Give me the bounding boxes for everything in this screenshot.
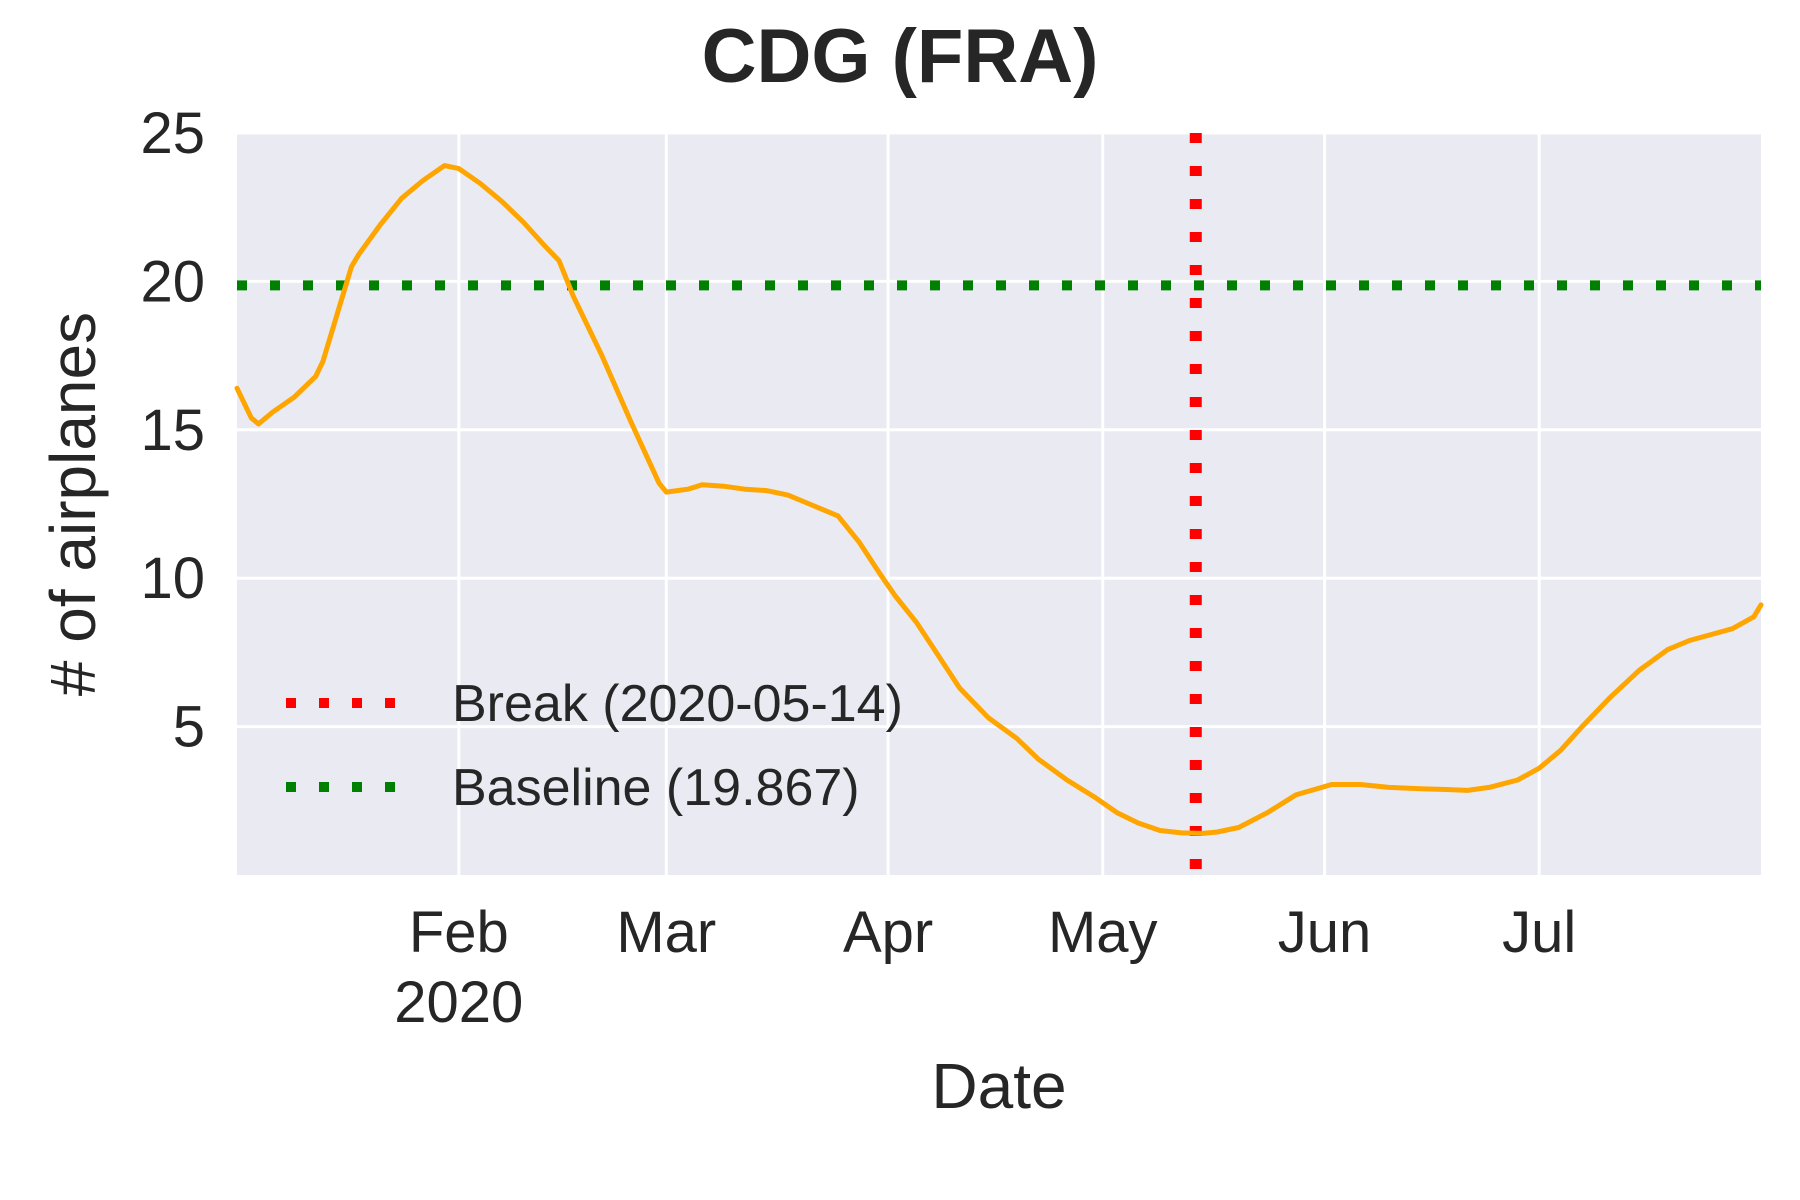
legend-label: Baseline (19.867) [452, 759, 860, 817]
x-axis-label: Date [931, 1050, 1066, 1122]
y-axis-label: # of airplanes [37, 312, 109, 696]
grid-lines [237, 131, 1761, 875]
legend-label: Break (2020-05-14) [452, 675, 903, 733]
y-tick-labels: 5 10 15 20 25 [140, 101, 205, 760]
x-tick-label: May [1048, 900, 1158, 965]
chart-title: CDG (FRA) [702, 14, 1099, 99]
plot-area [237, 133, 1761, 875]
x-tick-sublabel: 2020 [394, 970, 523, 1035]
series-line [234, 163, 1764, 836]
y-tick-label: 5 [173, 695, 205, 760]
reference-lines [237, 133, 1761, 875]
x-tick-label: Jul [1502, 900, 1576, 965]
x-tick-label: Feb [409, 900, 509, 965]
y-tick-label: 10 [140, 546, 205, 611]
series-layer [234, 163, 1764, 836]
legend: Break (2020-05-14) Baseline (19.867) [286, 675, 903, 817]
x-tick-label: Apr [843, 900, 933, 965]
x-tick-label: Mar [616, 900, 716, 965]
y-tick-label: 15 [140, 398, 205, 463]
y-tick-label: 25 [140, 101, 205, 166]
y-tick-label: 20 [140, 249, 205, 314]
x-tick-label: Jun [1278, 900, 1372, 965]
